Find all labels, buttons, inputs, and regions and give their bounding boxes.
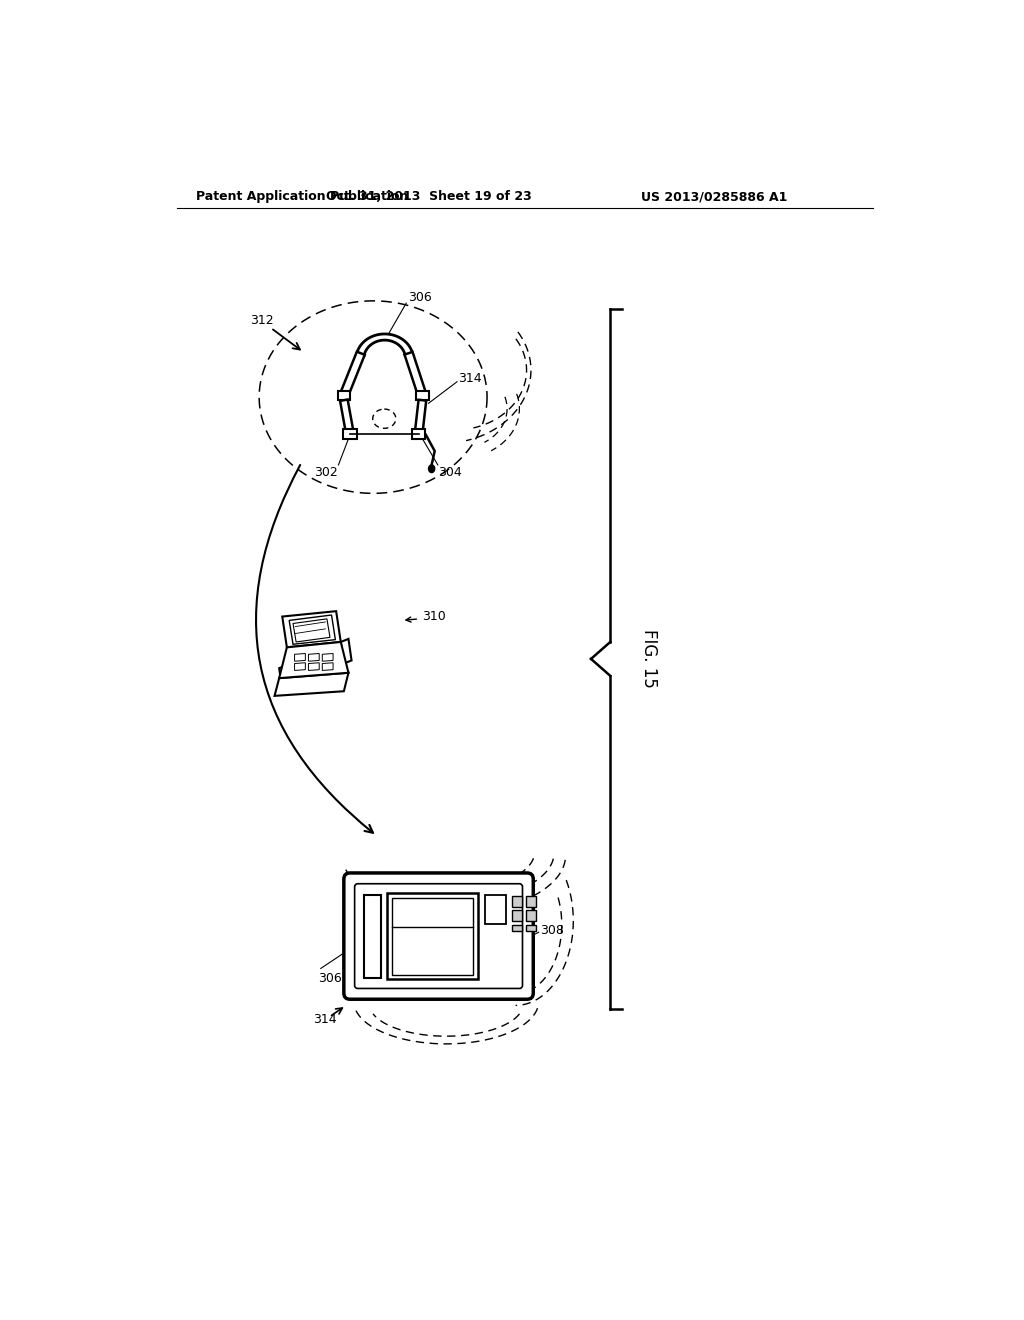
Text: 302: 302 [314,466,338,479]
Bar [391,898,473,974]
Bar [343,429,357,440]
Bar [387,892,478,979]
Polygon shape [280,642,348,678]
Text: 304: 304 [438,466,462,479]
Text: 302: 302 [510,985,534,998]
Text: 314: 314 [459,372,482,385]
Text: FIG. 15: FIG. 15 [640,630,657,688]
Text: Oct. 31, 2013  Sheet 19 of 23: Oct. 31, 2013 Sheet 19 of 23 [327,190,532,203]
Bar [364,895,381,978]
Polygon shape [280,665,290,689]
Text: 312: 312 [250,314,273,326]
Text: 310: 310 [422,610,445,623]
Text: 306: 306 [317,972,341,985]
Bar [338,391,350,400]
Polygon shape [340,351,365,397]
Polygon shape [274,673,348,696]
Text: 308: 308 [541,924,564,937]
Text: Patent Application Publication: Patent Application Publication [196,190,409,203]
Polygon shape [283,611,341,647]
Bar [525,896,537,907]
Polygon shape [404,352,426,397]
Polygon shape [340,400,354,434]
Bar [412,429,425,440]
Text: US 2013/0285886 A1: US 2013/0285886 A1 [641,190,787,203]
Polygon shape [356,334,413,355]
Bar [512,896,522,907]
Bar [525,925,537,932]
Text: 314: 314 [313,1012,337,1026]
FancyBboxPatch shape [344,873,534,999]
Text: 306: 306 [408,290,431,304]
Ellipse shape [429,465,435,473]
Bar [512,925,522,932]
Polygon shape [415,400,426,434]
Bar [525,909,537,921]
Text: 304: 304 [495,979,518,993]
Bar [512,909,522,921]
Polygon shape [341,639,351,664]
Bar [484,895,506,924]
Bar [416,391,429,400]
